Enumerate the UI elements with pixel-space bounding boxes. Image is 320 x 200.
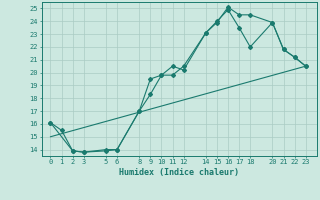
- X-axis label: Humidex (Indice chaleur): Humidex (Indice chaleur): [119, 168, 239, 177]
